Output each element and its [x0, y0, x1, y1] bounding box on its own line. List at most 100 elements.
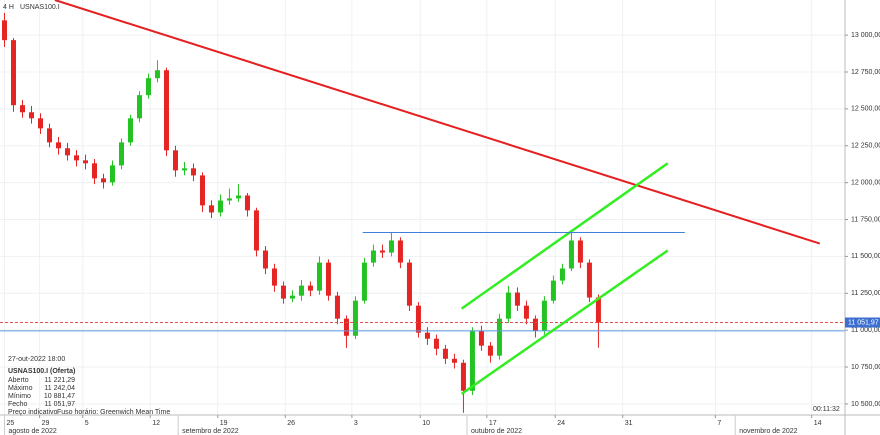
candle-body — [271, 268, 277, 286]
candle-body — [451, 358, 457, 363]
candle-body — [469, 330, 475, 391]
x-tick-label: 24 — [557, 420, 565, 427]
y-tick-label: 11 000,00 — [851, 327, 880, 334]
x-tick-label: 14 — [814, 420, 822, 427]
candle-body — [442, 348, 448, 359]
candle-body — [316, 262, 322, 291]
candle-body — [541, 300, 547, 331]
candle-body — [586, 262, 592, 298]
candle-body — [550, 280, 556, 301]
candle-body — [172, 150, 178, 171]
candle-body — [307, 285, 313, 291]
candle-body — [343, 318, 349, 336]
info-value: 10 881,47 — [44, 393, 75, 400]
candle-body — [280, 285, 286, 299]
candle-body — [523, 305, 529, 319]
candle-body — [64, 148, 70, 156]
candle-body — [595, 297, 601, 323]
candle-body — [244, 195, 250, 211]
candle-body — [334, 295, 340, 319]
candle-body — [325, 262, 331, 296]
candle-body — [181, 168, 187, 171]
candle-body — [19, 105, 25, 113]
candle-body — [559, 268, 565, 281]
candle-body — [379, 250, 385, 253]
x-tick-label: 7 — [717, 420, 721, 427]
candle-body — [514, 292, 520, 306]
chart-title: USNAS100.I — [20, 4, 60, 11]
x-tick-label: 10 — [422, 420, 430, 427]
plot — [0, 0, 845, 413]
x-tick-label: 25 — [6, 420, 14, 427]
candle-body — [253, 210, 259, 251]
candle-body — [424, 332, 430, 339]
candle-body — [496, 318, 502, 356]
price-label-box — [845, 317, 880, 328]
x-tick-label: 3 — [354, 420, 358, 427]
info-timezone: Fuso horário: Greenwich Mean Time — [57, 409, 170, 416]
info-label: Mínimo — [8, 393, 31, 400]
timeframe: 4 H — [3, 4, 14, 11]
timer: 00:11:32 — [813, 406, 840, 413]
y-tick-label: 12 250,00 — [851, 143, 880, 150]
x-tick-label: 17 — [489, 420, 497, 427]
candle-body — [406, 262, 412, 306]
candle-body — [397, 240, 403, 263]
candle-body — [289, 295, 295, 299]
y-tick-label: 10 500,00 — [851, 401, 880, 408]
candle-body — [82, 160, 88, 164]
candle-body — [235, 195, 241, 199]
candle-body — [46, 128, 52, 143]
grid — [0, 0, 845, 415]
info-symbol: USNAS100.I (Oferta) — [8, 368, 75, 375]
candle-body — [505, 292, 511, 319]
month-label: novembro de 2022 — [739, 428, 797, 435]
candle-body — [73, 155, 79, 161]
candle-body — [1, 20, 7, 41]
trendline — [460, 249, 669, 395]
candle-body — [208, 205, 214, 213]
candle-body — [100, 178, 106, 183]
candle-body — [199, 175, 205, 206]
x-tick-label: 29 — [42, 420, 50, 427]
price-label: 11 051,97 — [848, 319, 879, 326]
candle-body — [568, 240, 574, 269]
candle-body — [118, 142, 124, 166]
candle-body — [298, 285, 304, 296]
x-tick-label: 26 — [287, 420, 295, 427]
trendline — [460, 162, 669, 310]
info-note: Preço indicativo — [8, 409, 58, 416]
candle-body — [163, 70, 169, 151]
candle-body — [28, 112, 34, 119]
candle-body — [352, 300, 358, 336]
candle-body — [415, 305, 421, 333]
candle-body — [109, 165, 115, 183]
y-tick-label: 11 250,00 — [851, 290, 880, 297]
candle-body — [154, 70, 160, 79]
candle-body — [532, 318, 538, 331]
month-label: outubro de 2022 — [471, 428, 522, 435]
y-tick-label: 10 750,00 — [851, 364, 880, 371]
x-tick-label: 19 — [220, 420, 228, 427]
month-label: setembro de 2022 — [182, 428, 239, 435]
info-value: 11 242,04 — [44, 385, 75, 392]
candle-body — [91, 163, 97, 179]
candle-body — [226, 198, 232, 201]
candle-body — [460, 362, 466, 391]
candle-body — [55, 142, 61, 149]
y-tick-label: 11 500,00 — [851, 253, 880, 260]
candle-body — [487, 345, 493, 356]
candle-body — [10, 40, 16, 106]
candle-body — [37, 118, 43, 129]
info-value: 11 051,97 — [44, 401, 75, 408]
candle-body — [433, 338, 439, 349]
y-tick-label: 13 000,00 — [851, 32, 880, 39]
y-tick-label: 12 000,00 — [851, 179, 880, 186]
y-tick-label: 11 750,00 — [851, 216, 880, 223]
info-label: Aberto — [8, 377, 29, 384]
candle-body — [361, 262, 367, 301]
candle-body — [136, 95, 142, 119]
info-datetime: 27-out-2022 18:00 — [8, 356, 65, 363]
